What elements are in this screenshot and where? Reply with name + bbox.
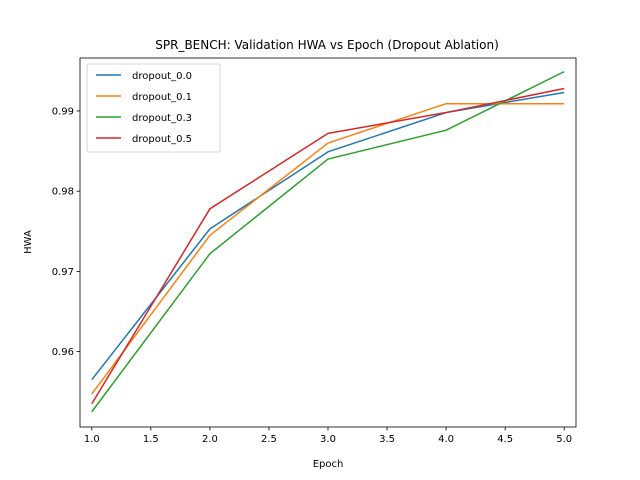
y-axis-label: HWA xyxy=(23,230,34,254)
x-tick-label: 5.0 xyxy=(556,434,572,445)
legend: dropout_0.0 dropout_0.1 dropout_0.3dropout… xyxy=(86,63,221,153)
x-tick-label: 2.5 xyxy=(261,434,277,445)
legend-label: dropout_0.1 xyxy=(132,92,192,103)
y-tick-label: 0.99 xyxy=(52,106,74,117)
x-tick-label: 1.0 xyxy=(84,434,100,445)
y-tick-label: 0.97 xyxy=(52,267,74,278)
x-tick-label: 4.5 xyxy=(497,434,513,445)
x-axis: 1.0 1.5 2.0 2.5 3.0 3.5 4.0 4.5 5.0 xyxy=(84,427,572,445)
x-tick-label: 4.0 xyxy=(438,434,454,445)
plot-lines xyxy=(91,70,565,413)
chart-title: SPR_BENCH: Validation HWA vs Epoch (Drop… xyxy=(155,38,499,52)
x-tick-label: 1.5 xyxy=(143,434,159,445)
series-line-dropout_0.5 xyxy=(91,87,565,405)
x-tick-label: 2.0 xyxy=(202,434,218,445)
series-line-dropout_0.1 xyxy=(91,102,565,395)
series-line-dropout_0.0 xyxy=(91,91,565,381)
x-tick-label: 3.0 xyxy=(320,434,336,445)
series-line-dropout_0.3 xyxy=(91,70,565,413)
y-tick-label: 0.98 xyxy=(52,187,74,198)
legend-label: dropout_0.5 xyxy=(132,134,192,145)
x-axis-label: Epoch xyxy=(313,459,344,470)
legend-label: dropout_0.0 xyxy=(132,71,192,82)
y-tick-label: 0.96 xyxy=(52,347,74,358)
y-axis: 0.96 0.97 0.98 0.99 xyxy=(52,106,80,358)
x-tick-label: 3.5 xyxy=(379,434,395,445)
legend-box xyxy=(86,63,221,153)
legend-label: dropout_0.3 xyxy=(132,113,192,124)
